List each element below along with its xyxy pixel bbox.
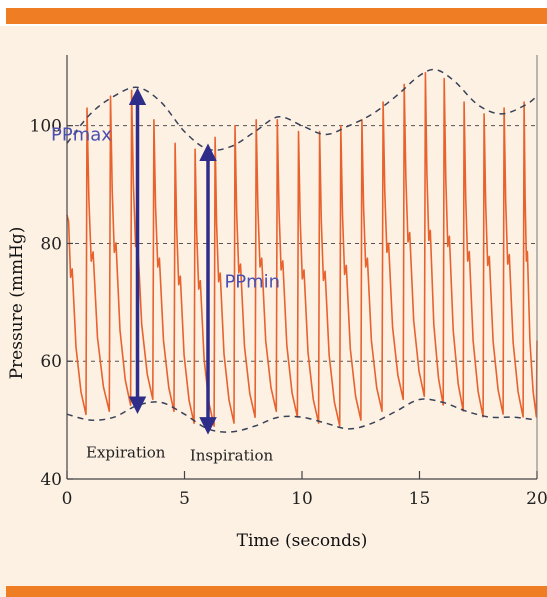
x-tick-label: 10: [291, 489, 313, 509]
ppmin-label: PPmin: [224, 272, 280, 293]
x-tick-label: 15: [409, 489, 431, 509]
expiration-label: Expiration: [86, 444, 166, 462]
y-tick-label: 80: [40, 234, 62, 254]
x-tick-label: 5: [179, 489, 190, 509]
y-tick-label: 100: [30, 117, 62, 137]
y-tick-label: 60: [40, 352, 62, 372]
x-axis-title: Time (seconds): [237, 531, 368, 551]
x-tick-label: 0: [62, 489, 73, 509]
ppmax-label: PPmax: [51, 124, 112, 145]
inspiration-label: Inspiration: [190, 446, 274, 464]
pressure-waveform: [66, 71, 538, 427]
top-accent-bar: [6, 8, 547, 24]
x-tick-label: 20: [526, 489, 547, 509]
y-tick-label: 40: [40, 470, 62, 490]
bottom-accent-bar: [6, 586, 547, 597]
y-axis-title: Pressure (mmHg): [7, 227, 27, 380]
upper-envelope: [66, 68, 538, 151]
